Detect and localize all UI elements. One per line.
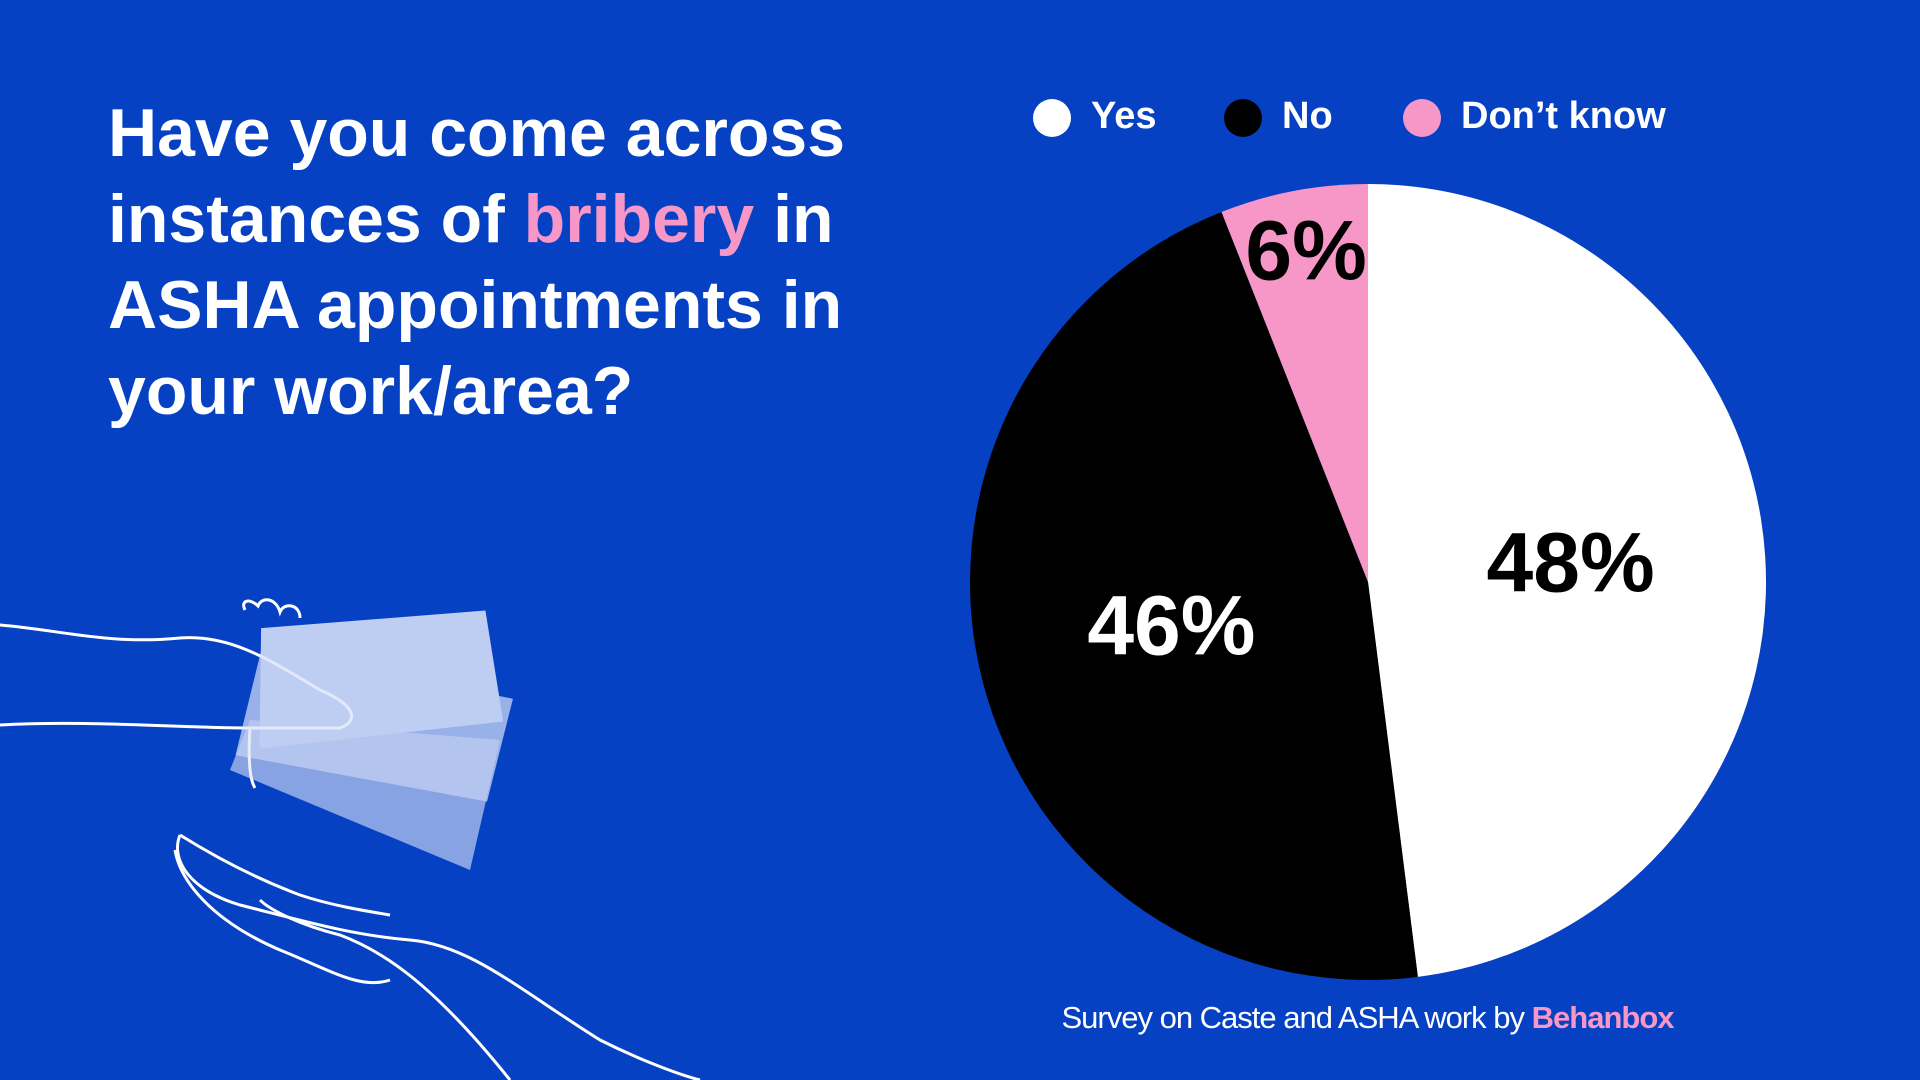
source-text: Survey on Caste and ASHA work by: [1061, 1000, 1532, 1035]
legend-label: Yes: [1091, 95, 1157, 137]
pie-slice: [1368, 184, 1767, 977]
chart-title: Have you come across instances of briber…: [108, 90, 888, 434]
value-label: 6%: [1245, 204, 1366, 298]
legend-label: Don’t know: [1461, 95, 1666, 137]
legend-swatch: [1224, 99, 1262, 137]
legend-swatch: [1033, 99, 1071, 137]
hands-illustration: [0, 598, 701, 1080]
legend-swatch: [1403, 99, 1441, 137]
banknotes: [230, 610, 513, 870]
source-brand: Behanbox: [1531, 1000, 1675, 1035]
value-label: 48%: [1487, 515, 1655, 609]
title-highlight: bribery: [523, 181, 755, 257]
source-note: Survey on Caste and ASHA work by Behanbo…: [1045, 1000, 1690, 1036]
pie-slice: [1221, 184, 1368, 582]
title-part: in ASHA appointments in your work/area?: [108, 181, 843, 429]
pie-slice: [970, 211, 1418, 980]
legend-label: No: [1282, 95, 1333, 137]
title-part: Have you come across instances of: [108, 95, 846, 257]
value-label: 46%: [1087, 579, 1255, 673]
